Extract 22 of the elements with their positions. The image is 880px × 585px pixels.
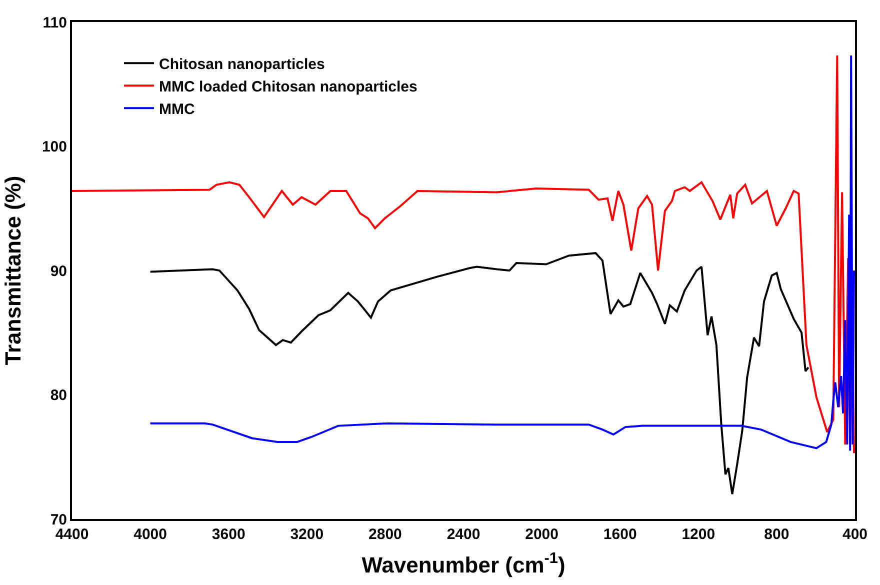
x-tick-label: 4400 (55, 526, 89, 543)
y-tick-label: 80 (50, 387, 67, 404)
x-axis-title: Wavenumber (cm$^{-1}$) (362, 550, 566, 578)
y-tick-label: 90 (50, 262, 67, 280)
x-tick-label: 800 (764, 526, 790, 543)
line-series (149, 252, 810, 496)
x-tick-label: 1200 (682, 526, 716, 543)
x-tick-label: 2400 (446, 526, 480, 543)
y-tick-label: 110 (42, 14, 67, 32)
y-tick-label: 100 (42, 138, 67, 156)
x-tick-label: 3600 (212, 526, 246, 543)
legend-label: Chitosan nanoparticles (158, 56, 325, 73)
y-tick-label: 70 (50, 511, 67, 528)
x-tick-label: 1600 (603, 526, 637, 543)
legend-label: MMC loaded Chitosan nanoparticles (158, 78, 418, 96)
x-tick-label: 3200 (290, 526, 324, 543)
x-tick-label: 2800 (368, 526, 402, 543)
x-tick-label: 400 (842, 526, 868, 543)
y-axis-title: Transmittance (%) (0, 176, 26, 366)
legend-label: MMC (158, 100, 195, 118)
x-tick-label: 2000 (525, 526, 558, 543)
x-tick-label: 4000 (134, 526, 167, 543)
